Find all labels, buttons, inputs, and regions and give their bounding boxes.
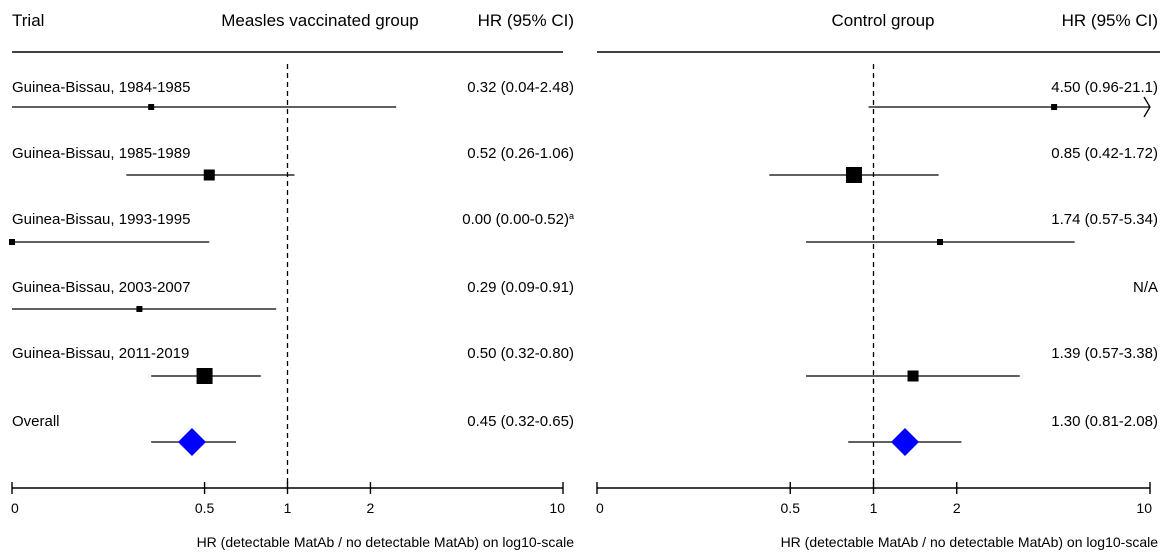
- summary-diamond: [177, 428, 206, 456]
- hr-ci-value: N/A: [1133, 279, 1158, 296]
- hr-marker: [148, 104, 155, 110]
- x-axis-label: HR (detectable MatAb / no detectable Mat…: [197, 534, 575, 550]
- hr-ci-value: 1.39 (0.57-3.38): [1051, 345, 1158, 362]
- hr-ci-value: 1.30 (0.81-2.08): [1051, 413, 1158, 430]
- overall-label: Overall: [12, 413, 60, 430]
- hr-ci-value: 0.29 (0.09-0.91): [467, 279, 574, 296]
- trial-label: Guinea-Bissau, 2011-2019: [12, 345, 189, 362]
- x-tick-label: 2: [367, 500, 375, 516]
- header-hr-ci: HR (95% CI): [1062, 11, 1158, 30]
- hr-marker: [1051, 104, 1058, 110]
- x-tick-label: 2: [953, 500, 961, 516]
- hr-marker: [937, 239, 944, 245]
- x-tick-label: 0.5: [781, 500, 801, 516]
- hr-ci-value: 0.85 (0.42-1.72): [1051, 145, 1158, 162]
- hr-ci-value: 0.50 (0.32-0.80): [467, 345, 574, 362]
- x-tick-label: 0: [11, 500, 19, 516]
- x-tick-label: 0.5: [195, 500, 215, 516]
- hr-ci-value: 0.00 (0.00-0.52)a: [462, 211, 574, 228]
- x-tick-label: 10: [549, 500, 565, 516]
- trial-label: Guinea-Bissau, 1985-1989: [12, 145, 190, 162]
- hr-ci-value: 0.52 (0.26-1.06): [467, 145, 574, 162]
- x-tick-label: 1: [284, 500, 292, 516]
- hr-ci-value: 4.50 (0.96-21.1): [1051, 79, 1158, 96]
- hr-marker: [196, 368, 213, 384]
- hr-ci-value: 1.74 (0.57-5.34): [1051, 211, 1158, 228]
- hr-marker: [203, 169, 215, 181]
- trial-label: Guinea-Bissau, 2003-2007: [12, 279, 190, 296]
- hr-marker: [9, 239, 15, 245]
- hr-ci-value: 0.32 (0.04-2.48): [467, 79, 574, 96]
- hr-marker: [136, 306, 143, 312]
- hr-ci-value: 0.45 (0.32-0.65): [467, 413, 574, 430]
- header-hr-ci: HR (95% CI): [478, 11, 574, 30]
- x-tick-label: 1: [870, 500, 878, 516]
- x-axis-label: HR (detectable MatAb / no detectable Mat…: [781, 534, 1159, 550]
- header-trial: Trial: [12, 11, 44, 30]
- x-tick-label: 10: [1136, 500, 1152, 516]
- ci-arrow-right: [1143, 96, 1151, 118]
- header-group: Control group: [831, 11, 934, 30]
- summary-diamond: [891, 428, 920, 456]
- header-group: Measles vaccinated group: [221, 11, 419, 30]
- x-tick-label: 0: [596, 500, 604, 516]
- forest-panel-control: Control group HR (95% CI) 4.50 (0.96-21.1)…: [596, 11, 1160, 550]
- trial-label: Guinea-Bissau, 1984-1985: [12, 79, 190, 96]
- forest-panel-measles-vaccinated: Trial Measles vaccinated group HR (95% CI)…: [9, 11, 574, 550]
- hr-marker: [907, 370, 919, 382]
- trial-label: Guinea-Bissau, 1993-1995: [12, 211, 190, 228]
- hr-marker: [845, 167, 862, 183]
